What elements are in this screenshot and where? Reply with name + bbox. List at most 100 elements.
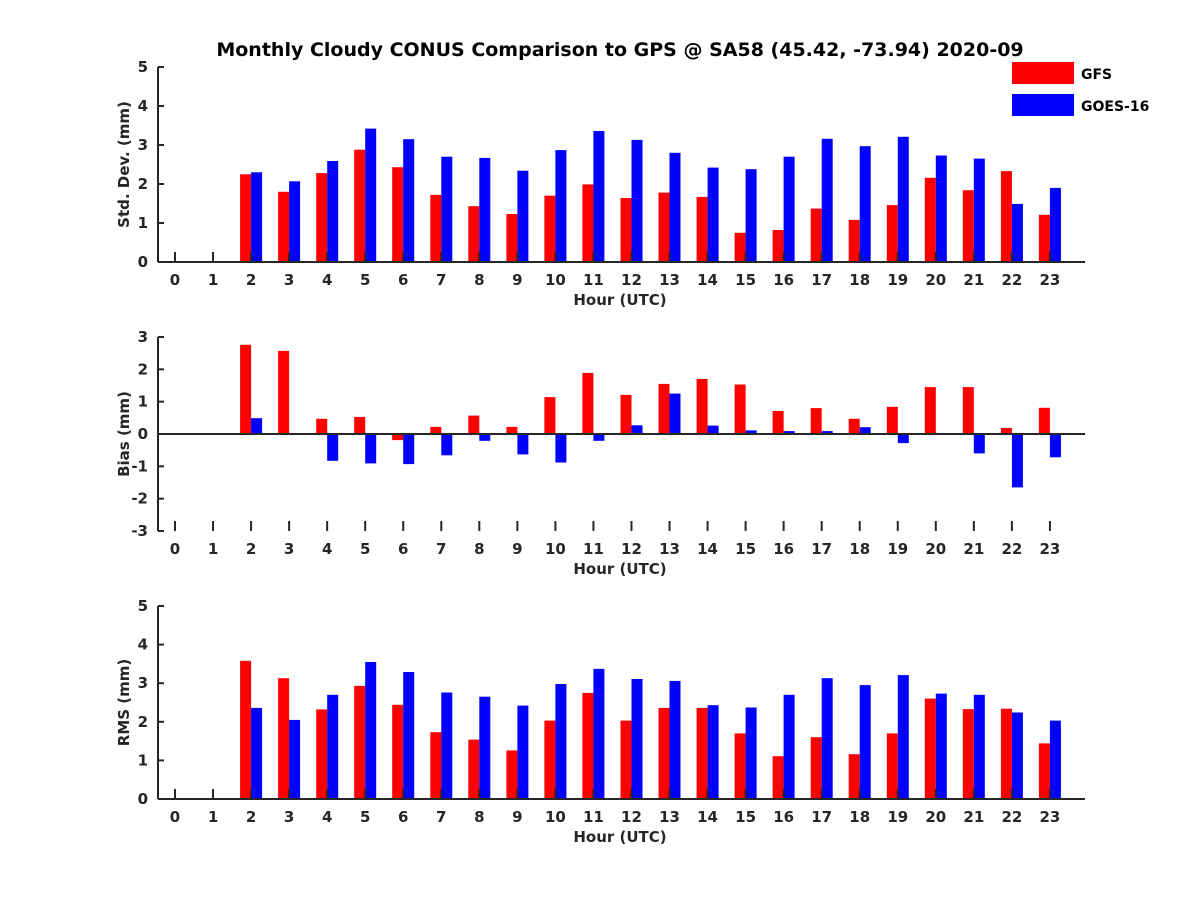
rms-x-tick-label: 13 bbox=[659, 808, 680, 826]
rms-x-tick-label: 22 bbox=[1001, 808, 1022, 826]
bias-bar-gfs-hour-8 bbox=[468, 415, 480, 434]
rms-bar-gfs-hour-2 bbox=[240, 660, 252, 799]
rms-bar-gfs-hour-13 bbox=[658, 707, 670, 799]
std-x-tick-label: 16 bbox=[773, 271, 794, 289]
rms-x-tick-label: 14 bbox=[697, 808, 718, 826]
rms-bar-gfs-hour-3 bbox=[278, 678, 290, 799]
bias-bar-goes16-hour-17 bbox=[821, 431, 833, 434]
std-y-tick-label: 4 bbox=[138, 97, 148, 115]
rms-x-tick-label: 3 bbox=[284, 808, 294, 826]
bias-bar-gfs-hour-17 bbox=[810, 408, 822, 434]
std-bar-gfs-hour-13 bbox=[658, 192, 670, 262]
bias-x-tick-label: 21 bbox=[963, 540, 984, 558]
std-bar-goes16-hour-20 bbox=[935, 155, 947, 262]
bias-x-tick-label: 15 bbox=[735, 540, 756, 558]
bias-y-tick-label: -2 bbox=[131, 490, 148, 508]
std-bar-gfs-hour-21 bbox=[962, 190, 974, 262]
std-bar-gfs-hour-22 bbox=[1000, 171, 1012, 262]
std-bar-goes16-hour-8 bbox=[479, 157, 491, 262]
std-x-tick-label: 9 bbox=[512, 271, 522, 289]
std-x-axis-label: Hour (UTC) bbox=[573, 291, 666, 309]
rms-x-tick-label: 16 bbox=[773, 808, 794, 826]
rms-bar-goes16-hour-21 bbox=[973, 694, 985, 799]
chart-title: Monthly Cloudy CONUS Comparison to GPS @… bbox=[216, 39, 1023, 61]
bias-x-tick-label: 20 bbox=[925, 540, 946, 558]
std-bar-gfs-hour-9 bbox=[506, 214, 518, 262]
rms-x-tick-label: 0 bbox=[170, 808, 180, 826]
bias-bar-goes16-hour-6 bbox=[403, 434, 415, 465]
bias-bar-gfs-hour-22 bbox=[1000, 427, 1012, 434]
std-bar-gfs-hour-17 bbox=[810, 208, 822, 262]
std-bar-gfs-hour-8 bbox=[468, 206, 480, 262]
rms-bar-gfs-hour-6 bbox=[392, 704, 404, 799]
rms-x-tick-label: 15 bbox=[735, 808, 756, 826]
std-bar-gfs-hour-20 bbox=[924, 177, 936, 262]
rms-x-axis-label: Hour (UTC) bbox=[573, 828, 666, 846]
bias-bar-gfs-hour-19 bbox=[886, 406, 898, 434]
rms-bar-goes16-hour-17 bbox=[821, 678, 833, 799]
rms-x-tick-label: 7 bbox=[436, 808, 446, 826]
bias-bar-goes16-hour-18 bbox=[859, 427, 871, 434]
rms-bar-goes16-hour-14 bbox=[707, 705, 719, 799]
bias-x-tick-label: 2 bbox=[246, 540, 256, 558]
std-bar-goes16-hour-10 bbox=[555, 150, 567, 262]
std-x-tick-label: 13 bbox=[659, 271, 680, 289]
rms-bar-goes16-hour-13 bbox=[669, 680, 681, 799]
bias-x-tick-label: 23 bbox=[1039, 540, 1060, 558]
std-bar-goes16-hour-22 bbox=[1011, 203, 1023, 262]
bias-x-tick-label: 5 bbox=[360, 540, 370, 558]
rms-x-tick-label: 4 bbox=[322, 808, 332, 826]
bias-x-tick-label: 14 bbox=[697, 540, 718, 558]
rms-x-tick-label: 2 bbox=[246, 808, 256, 826]
std-bar-gfs-hour-11 bbox=[582, 184, 594, 262]
bias-bar-goes16-hour-7 bbox=[441, 434, 453, 456]
std-x-tick-label: 23 bbox=[1039, 271, 1060, 289]
rms-bar-gfs-hour-7 bbox=[430, 732, 442, 799]
bias-bar-goes16-hour-4 bbox=[327, 434, 339, 461]
std-bar-goes16-hour-15 bbox=[745, 169, 757, 262]
rms-x-tick-label: 11 bbox=[583, 808, 604, 826]
std-bar-gfs-hour-4 bbox=[316, 173, 328, 262]
std-bar-goes16-hour-4 bbox=[327, 161, 339, 262]
rms-bar-goes16-hour-23 bbox=[1049, 720, 1061, 799]
rms-bar-gfs-hour-23 bbox=[1038, 743, 1050, 799]
bias-bar-gfs-hour-15 bbox=[734, 384, 746, 434]
rms-x-tick-label: 10 bbox=[545, 808, 566, 826]
bias-bar-gfs-hour-4 bbox=[316, 418, 328, 434]
rms-x-tick-label: 17 bbox=[811, 808, 832, 826]
std-x-tick-label: 5 bbox=[360, 271, 370, 289]
std-bar-goes16-hour-14 bbox=[707, 167, 719, 262]
rms-y-tick-label: 2 bbox=[138, 713, 148, 731]
rms-x-tick-label: 9 bbox=[512, 808, 522, 826]
rms-x-tick-label: 6 bbox=[398, 808, 408, 826]
bias-bar-goes16-hour-11 bbox=[593, 434, 605, 441]
rms-y-tick-label: 3 bbox=[138, 674, 148, 692]
rms-bar-gfs-hour-17 bbox=[810, 737, 822, 799]
bias-bar-goes16-hour-15 bbox=[745, 430, 757, 434]
std-bar-gfs-hour-15 bbox=[734, 232, 746, 263]
bias-bar-goes16-hour-2 bbox=[251, 418, 263, 434]
bias-bar-gfs-hour-3 bbox=[278, 350, 290, 434]
rms-x-tick-label: 5 bbox=[360, 808, 370, 826]
bias-x-tick-label: 12 bbox=[621, 540, 642, 558]
bias-x-tick-label: 18 bbox=[849, 540, 870, 558]
rms-bar-goes16-hour-22 bbox=[1011, 712, 1023, 799]
std-x-tick-label: 11 bbox=[583, 271, 604, 289]
std-bar-goes16-hour-13 bbox=[669, 152, 681, 262]
legend-label-goes16: GOES-16 bbox=[1081, 99, 1149, 115]
rms-x-tick-label: 20 bbox=[925, 808, 946, 826]
std-x-tick-label: 15 bbox=[735, 271, 756, 289]
rms-bar-gfs-hour-10 bbox=[544, 720, 556, 799]
std-bar-goes16-hour-18 bbox=[859, 146, 871, 262]
rms-y-axis-label: RMS (mm) bbox=[115, 659, 133, 746]
rms-bar-gfs-hour-9 bbox=[506, 750, 518, 799]
bias-x-tick-label: 13 bbox=[659, 540, 680, 558]
bias-bar-goes16-hour-13 bbox=[669, 393, 681, 434]
std-bar-gfs-hour-10 bbox=[544, 195, 556, 262]
rms-y-tick-label: 5 bbox=[138, 597, 148, 615]
bias-bar-goes16-hour-22 bbox=[1011, 434, 1023, 488]
std-x-tick-label: 6 bbox=[398, 271, 408, 289]
